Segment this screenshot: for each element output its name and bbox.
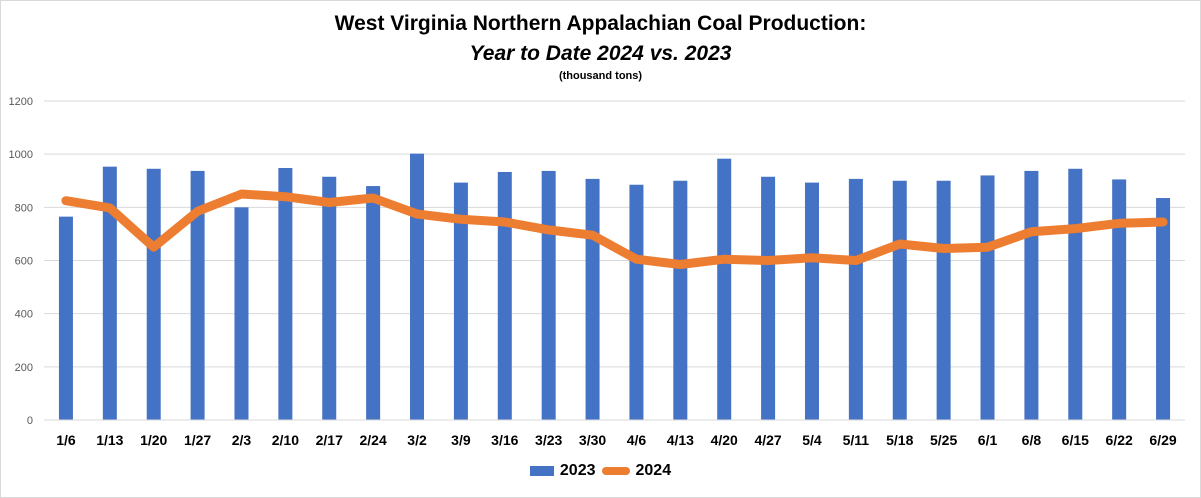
x-tick-label: 2/10 [272, 432, 299, 448]
y-tick-label: 400 [15, 309, 33, 321]
bar-2023 [497, 171, 512, 420]
bar-2023 [1112, 179, 1127, 420]
line-2024 [61, 189, 1168, 269]
bar-2023 [892, 180, 907, 420]
x-tick-label: 5/11 [843, 432, 870, 448]
bar-2023 [278, 167, 293, 420]
bar-2023 [234, 207, 249, 420]
y-tick-label: 1200 [9, 96, 33, 108]
chart-title: West Virginia Northern Appalachian Coal … [334, 12, 867, 35]
x-tick-label: 4/27 [754, 432, 781, 448]
y-tick-label: 0 [27, 415, 33, 427]
bar-2023 [629, 184, 644, 420]
x-tick-label: 5/25 [930, 432, 957, 448]
bar-2023 [1024, 170, 1039, 420]
x-tick-label: 1/13 [96, 432, 123, 448]
x-tick-label: 6/29 [1149, 432, 1176, 448]
x-tick-label: 2/24 [360, 432, 387, 448]
legend-label-2024: 2024 [635, 462, 672, 479]
chart-subtitle: Year to Date 2024 vs. 2023 [469, 42, 732, 65]
y-tick-label: 1000 [9, 149, 33, 161]
legend: 2023 2024 [0, 462, 1201, 480]
bar-2023 [936, 180, 951, 420]
legend-item-2023: 2023 [529, 462, 596, 480]
x-tick-label: 3/23 [535, 432, 562, 448]
x-tick-label: 2/17 [316, 432, 343, 448]
y-tick-label: 600 [15, 256, 33, 268]
bar-2023 [190, 170, 205, 420]
bar-2023 [761, 176, 776, 420]
bar-2023 [673, 180, 688, 420]
legend-swatch-2023 [529, 466, 554, 476]
x-tick-label: 1/20 [140, 432, 167, 448]
legend-item-2024: 2024 [601, 462, 672, 480]
x-tick-label: 1/27 [184, 432, 211, 448]
bar-2023 [102, 166, 117, 420]
x-tick-label: 6/8 [1022, 432, 1042, 448]
y-tick-label: 800 [15, 202, 33, 214]
chart-units-note: (thousand tons) [558, 70, 643, 82]
bar-2023 [453, 182, 468, 420]
x-tick-label: 3/16 [491, 432, 518, 448]
bar-2023 [585, 178, 600, 420]
bar-2023 [322, 176, 337, 420]
bar-2023 [410, 153, 425, 420]
x-tick-label: 2/3 [232, 432, 252, 448]
x-tick-label: 3/9 [451, 432, 471, 448]
x-tick-label: 3/30 [579, 432, 606, 448]
y-tick-label: 200 [15, 362, 33, 374]
x-tick-label: 5/18 [886, 432, 913, 448]
x-tick-label: 4/6 [627, 432, 647, 448]
bar-2023 [848, 178, 863, 420]
legend-swatch-2024 [601, 467, 630, 475]
x-tick-label: 6/22 [1106, 432, 1133, 448]
bar-2023 [1156, 198, 1171, 420]
bar-2023 [146, 168, 161, 420]
x-tick-label: 3/2 [407, 432, 427, 448]
x-tick-label: 6/1 [978, 432, 998, 448]
x-tick-label: 4/13 [667, 432, 694, 448]
x-tick-label: 4/20 [711, 432, 738, 448]
bar-2023 [58, 216, 73, 420]
bar-2023 [804, 182, 819, 420]
bar-2023 [366, 186, 381, 420]
bar-2023 [1068, 168, 1083, 420]
x-tick-label: 1/6 [56, 432, 76, 448]
bar-2023 [717, 158, 732, 420]
legend-label-2023: 2023 [559, 462, 596, 479]
bar-2023 [980, 175, 995, 420]
x-tick-label: 6/15 [1062, 432, 1089, 448]
bar-2023 [541, 170, 556, 420]
x-tick-label: 5/4 [802, 432, 822, 448]
